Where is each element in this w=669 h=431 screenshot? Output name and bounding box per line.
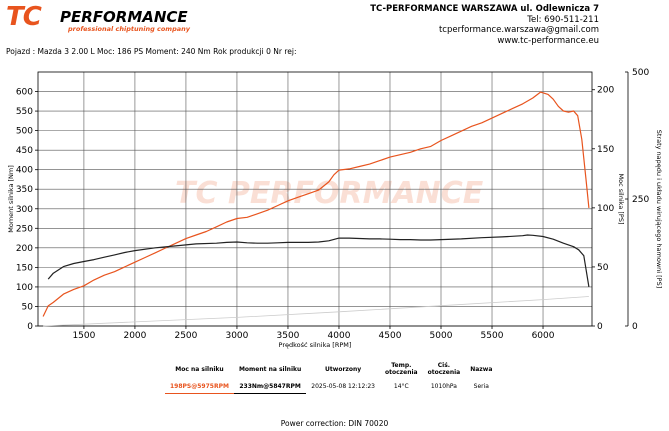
brand-logo: TC PERFORMANCE professional chiptuning c…: [6, 2, 216, 36]
y-right-tick-label: 150: [597, 145, 614, 155]
x-axis-title: Prędkość silnika [RPM]: [279, 341, 352, 349]
x-tick-label: 5000: [430, 331, 453, 341]
y-left-tick-label: 350: [16, 185, 33, 195]
y-right-tick-label: 50: [597, 263, 609, 273]
company-email: tcperformance.warszawa@gmail.com: [438, 25, 599, 35]
logo-performance: PERFORMANCE: [60, 8, 188, 26]
chart-series: [42, 91, 590, 327]
created-value: 2025-05-08 12:12:23: [311, 382, 375, 390]
y-left-tick-label: 300: [16, 205, 33, 215]
y-right2-tick-label: 250: [632, 195, 649, 205]
y-right2-tick-label: 0: [632, 322, 638, 332]
results-table: Moc na silniku Moment na silniku Utworzo…: [165, 359, 497, 394]
results-header-row: Moc na silniku Moment na silniku Utworzo…: [165, 359, 497, 379]
chart-grid: [38, 72, 592, 327]
header-torque: Moment na silniku: [238, 365, 302, 373]
header-name: Nazwa: [470, 365, 493, 373]
pressure-value: 1010hPa: [430, 382, 457, 390]
header-created: Utworzony: [325, 365, 362, 373]
power-result: 198PS@5975RPM: [165, 379, 234, 394]
y-axis-right-title: Moc silnika [PS]: [617, 174, 625, 225]
x-tick-label: 4000: [328, 331, 351, 341]
y-left-tick-label: 100: [16, 283, 33, 293]
x-tick-label: 2500: [174, 331, 197, 341]
company-phone: Tel: 690-511-211: [527, 14, 599, 25]
results-data-row: 198PS@5975RPM 233Nm@5847RPM 2025-05-08 1…: [165, 379, 497, 394]
y-right-tick-label: 0: [597, 322, 603, 332]
logo-tc: TC: [6, 2, 42, 32]
temp-value: 14°C: [393, 382, 409, 390]
y-left-tick-label: 400: [16, 166, 33, 176]
y-left-tick-label: 600: [16, 88, 33, 98]
y-left-tick-label: 0: [27, 322, 33, 332]
plot-frame: [37, 71, 593, 327]
x-tick-label: 1500: [72, 331, 95, 341]
company-info: TC-PERFORMANCE WARSZAWA ul. Odlewnicza 7…: [299, 4, 599, 46]
company-name: TC-PERFORMANCE WARSZAWA ul. Odlewnicza 7: [370, 4, 599, 14]
header-pressure: Ciś. otoczenia: [427, 362, 461, 376]
y-left-tick-label: 450: [16, 146, 33, 156]
y-left-tick-label: 50: [22, 302, 34, 312]
name-value: Seria: [473, 382, 489, 390]
x-tick-label: 3500: [277, 331, 300, 341]
y-left-tick-label: 250: [16, 224, 33, 234]
header-power: Moc na silniku: [175, 365, 224, 373]
y-left-tick-label: 200: [16, 244, 33, 254]
y-left-tick-label: 150: [16, 263, 33, 273]
y-left-tick-label: 550: [16, 107, 33, 117]
vehicle-info: Pojazd : Mazda 3 2.00 L Moc: 186 PS Mome…: [6, 47, 297, 56]
y-right-tick-label: 100: [597, 204, 614, 214]
chart-axes: 1500 2000 2500 3000 3500 4000 4500 5000 5500 6000…: [16, 68, 650, 341]
y-left-tick-label: 500: [16, 127, 33, 137]
x-tick-label: 3000: [225, 331, 248, 341]
power-line: [42, 91, 590, 317]
power-correction: Power correction: DIN 70020: [280, 419, 389, 428]
y-right2-tick-label: 500: [632, 68, 649, 78]
y-axis-left-title: Moment silnika [Nm]: [7, 165, 15, 233]
company-web: www.tc-performance.eu: [497, 35, 599, 46]
y-right-tick-label: 200: [597, 86, 614, 96]
header-temp: Temp. otoczenia: [385, 362, 418, 376]
y-axis-right2-title: Straty napędu i układu wirującego hamown…: [655, 130, 663, 289]
losses-line: [43, 296, 589, 327]
torque-line: [47, 234, 590, 287]
x-tick-label: 4500: [379, 331, 402, 341]
torque-result: 233Nm@5847RPM: [233, 379, 307, 394]
x-tick-label: 2000: [123, 331, 146, 341]
logo-tagline: professional chiptuning company: [68, 25, 190, 33]
x-tick-label: 6000: [532, 331, 555, 341]
x-tick-label: 5500: [481, 331, 504, 341]
